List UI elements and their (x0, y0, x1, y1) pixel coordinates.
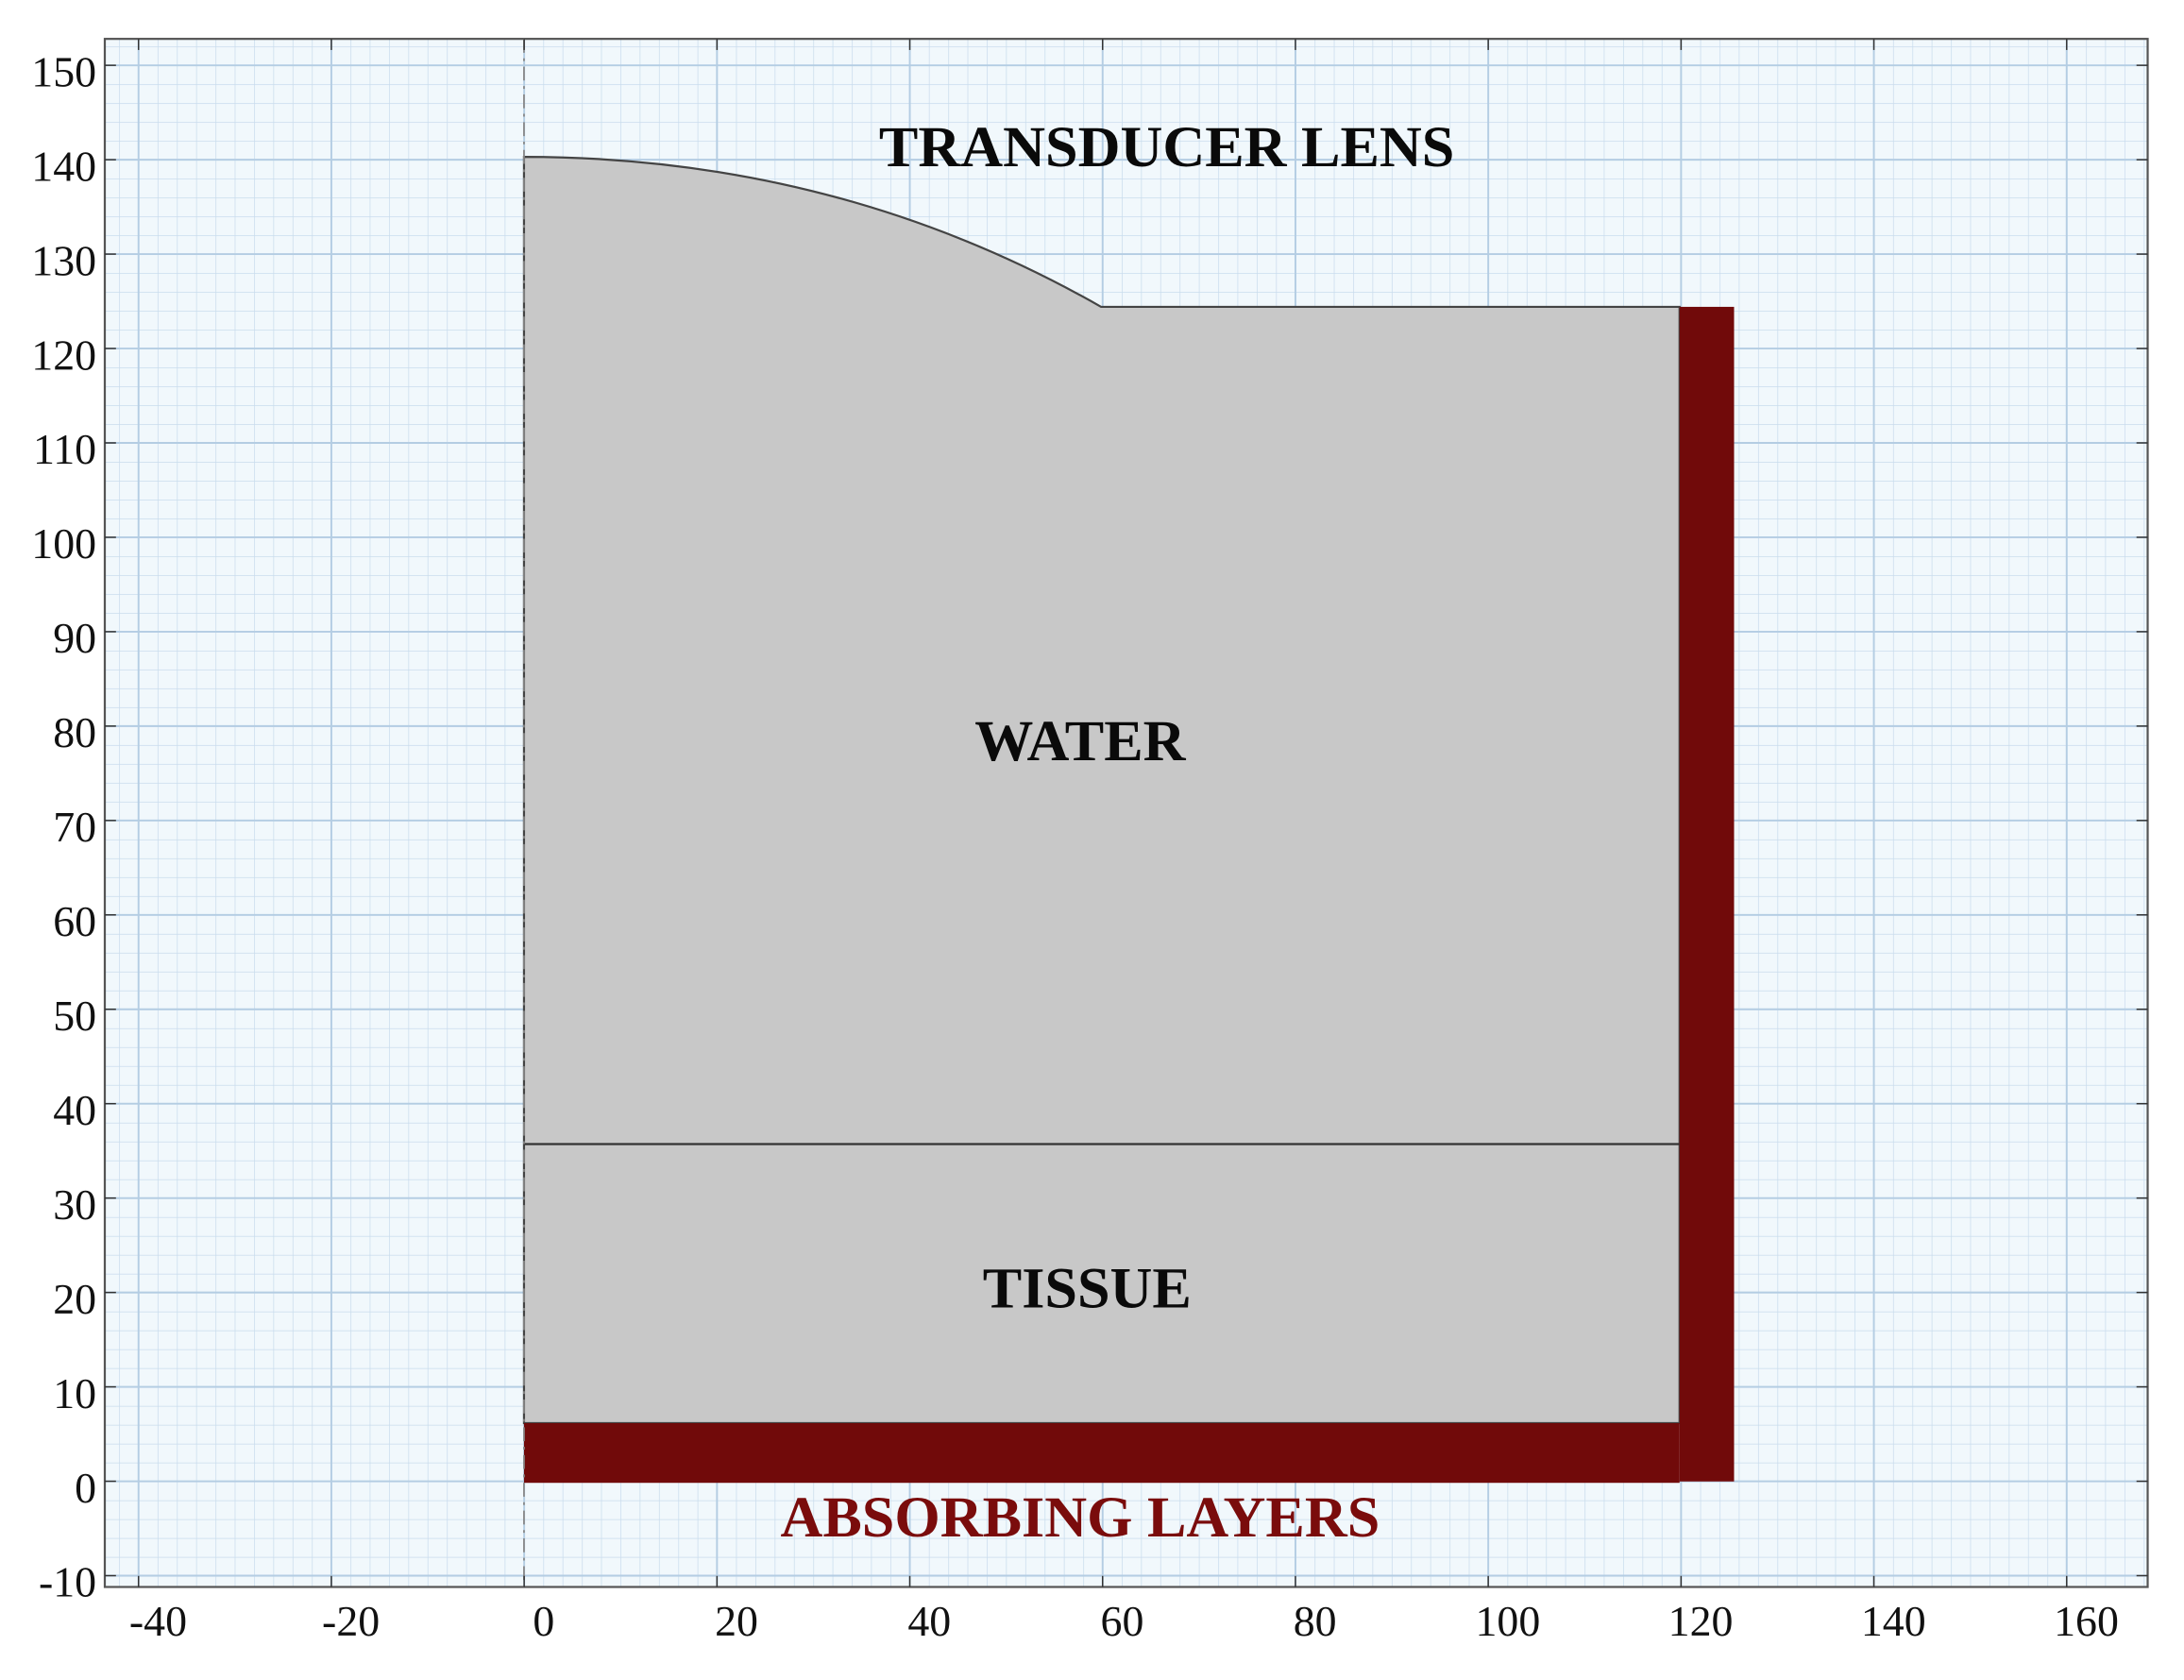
tissue-label: TISSUE (983, 1257, 1192, 1321)
water-domain (522, 156, 1681, 1425)
plot-frame (103, 38, 2149, 1588)
y-tick-label: 100 (31, 519, 96, 568)
y-tick-label: 40 (53, 1086, 96, 1134)
x-tick-label: 160 (2054, 1597, 2119, 1645)
absorbing-label: ABSORBING LAYERS (781, 1485, 1380, 1550)
x-tick-label: 0 (533, 1597, 554, 1645)
y-tick-label: 30 (53, 1180, 96, 1229)
y-tick-label: 50 (53, 992, 96, 1040)
y-tick-label: 0 (75, 1464, 96, 1512)
y-tick-label: 140 (31, 142, 96, 190)
x-tick-label: 20 (715, 1597, 758, 1645)
lens-label: TRANSDUCER LENS (879, 115, 1454, 179)
x-tick-label: 40 (907, 1597, 951, 1645)
x-tick-label: 120 (1668, 1597, 1734, 1645)
absorbing-layer-right (1679, 306, 1735, 1482)
y-tick-label: 70 (53, 803, 96, 851)
y-tick-label: 20 (53, 1275, 96, 1323)
y-tick-label: 120 (31, 331, 96, 379)
x-tick-label: -40 (129, 1597, 187, 1645)
water-label: WATER (974, 709, 1187, 773)
x-tick-label: 140 (1861, 1597, 1926, 1645)
y-tick-label: 60 (53, 897, 96, 945)
y-tick-label: 110 (33, 425, 96, 473)
x-tick-label: 60 (1101, 1597, 1144, 1645)
y-tick-label: 10 (53, 1369, 96, 1417)
y-tick-label: -10 (39, 1558, 96, 1606)
y-tick-label: 150 (31, 48, 96, 96)
x-tick-label: -20 (322, 1597, 380, 1645)
x-tick-label: 80 (1294, 1597, 1337, 1645)
y-tick-label: 130 (31, 236, 96, 284)
y-tick-label: 90 (53, 614, 96, 662)
x-tick-label: 100 (1475, 1597, 1540, 1645)
y-tick-label: 80 (53, 708, 96, 756)
absorbing-layer-bottom (523, 1423, 1680, 1484)
